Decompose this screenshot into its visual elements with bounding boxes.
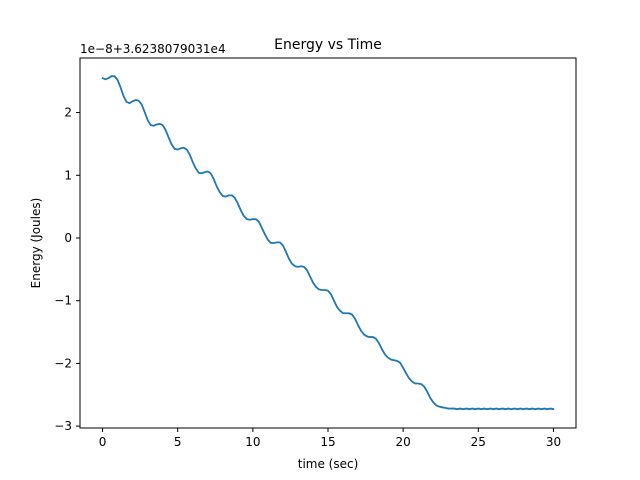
x-axis: 0 5 10 15 20 25 30	[99, 428, 561, 449]
x-tick-label-1: 5	[174, 435, 182, 449]
y-tick-label-1: −2	[54, 356, 72, 370]
y-tick-label-3: 0	[64, 231, 72, 245]
x-tick-label-3: 15	[320, 435, 335, 449]
x-tick-label-5: 25	[471, 435, 486, 449]
plot-layer	[101, 75, 555, 411]
x-tick-label-4: 20	[396, 435, 411, 449]
y-tick-label-0: −3	[54, 419, 72, 433]
x-tick-label-2: 10	[245, 435, 260, 449]
x-tick-label-6: 30	[546, 435, 561, 449]
y-tick-label-5: 2	[64, 106, 72, 120]
y-axis: −3 −2 −1 0 1 2	[54, 106, 80, 433]
series-line-0	[101, 75, 555, 411]
x-tick-label-0: 0	[99, 435, 107, 449]
y-axis-label: Energy (Joules)	[29, 198, 43, 289]
y-offset-label: 1e−8+3.6238079031e4	[80, 42, 226, 56]
chart-title: Energy vs Time	[274, 37, 382, 53]
y-tick-label-2: −1	[54, 294, 72, 308]
y-tick-label-4: 1	[64, 168, 72, 182]
x-axis-label: time (sec)	[298, 457, 359, 471]
